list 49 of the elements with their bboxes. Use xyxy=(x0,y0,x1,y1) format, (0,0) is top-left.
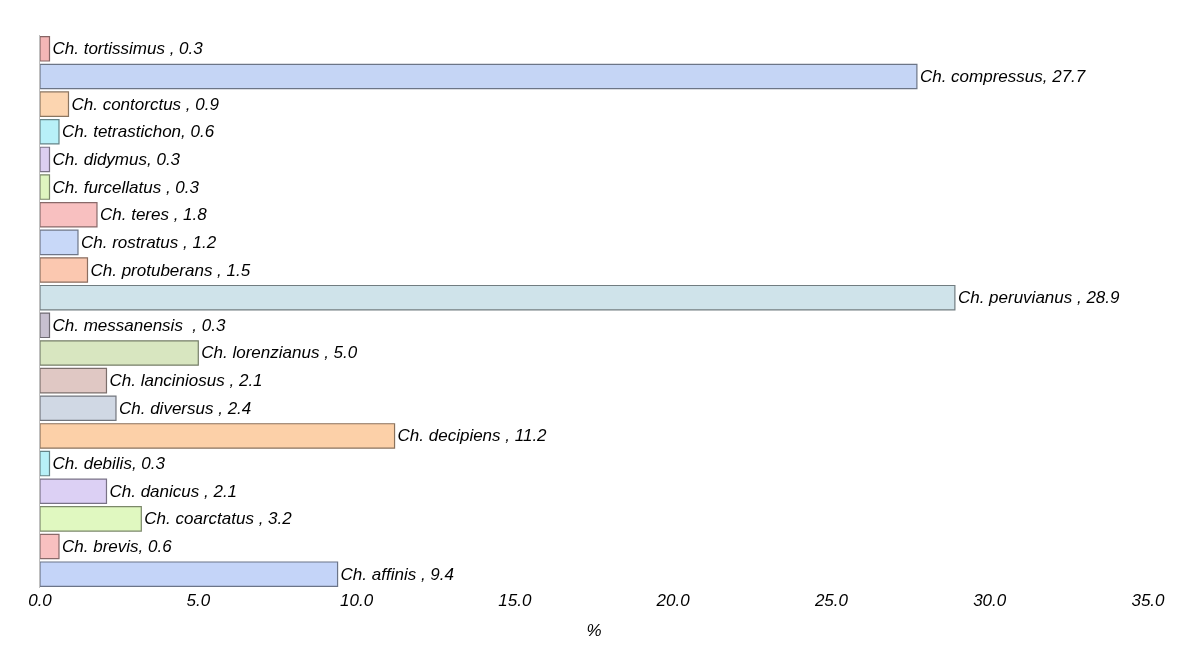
x-tick-label: 35.0 xyxy=(1131,591,1166,610)
data-label: Ch. contorctus , 0.9 xyxy=(71,94,220,114)
bar xyxy=(40,395,117,422)
x-axis-title: % xyxy=(586,621,602,641)
data-label: Ch. teres , 1.8 xyxy=(99,205,208,225)
data-label: Ch. debilis, 0.3 xyxy=(52,454,166,474)
data-label: Ch. rostratus , 1.2 xyxy=(80,232,217,252)
x-tick-label: 30.0 xyxy=(973,591,1007,610)
bar xyxy=(40,146,51,173)
data-label: Ch. lorenzianus , 5.0 xyxy=(201,343,358,363)
x-tick-label: 5.0 xyxy=(186,591,211,610)
bar xyxy=(40,257,89,283)
bar xyxy=(40,340,199,366)
bar xyxy=(40,478,108,504)
data-label: Ch. tortissimus , 0.3 xyxy=(52,39,204,59)
data-label: Ch. didymus, 0.3 xyxy=(52,149,181,169)
data-label: Ch. protuberans , 1.5 xyxy=(90,260,251,280)
bar xyxy=(40,174,51,200)
x-tick-label: 20.0 xyxy=(655,591,691,610)
data-label: Ch. decipiens , 11.2 xyxy=(397,426,548,446)
bar xyxy=(40,201,98,228)
x-tick-label: 10.0 xyxy=(340,591,374,610)
bar xyxy=(40,91,70,117)
data-label: Ch. affinis , 9.4 xyxy=(340,564,454,584)
bar xyxy=(40,36,51,62)
data-label: Ch. coarctatus , 3.2 xyxy=(144,509,293,529)
x-tick-label: 0.0 xyxy=(28,591,53,610)
data-label: Ch. compressus, 27.7 xyxy=(919,66,1086,86)
data-label: Ch. furcellatus , 0.3 xyxy=(52,177,200,197)
data-label: Ch. messanensis , 0.3 xyxy=(52,315,226,335)
data-label: Ch. diversus , 2.4 xyxy=(118,398,252,418)
bar xyxy=(40,63,918,90)
data-label: Ch. danicus , 2.1 xyxy=(109,481,238,501)
bar xyxy=(40,506,142,532)
x-tick-label: 15.0 xyxy=(498,591,532,610)
bar xyxy=(40,367,108,394)
bar xyxy=(40,229,79,256)
bar xyxy=(40,423,396,449)
bar xyxy=(40,284,956,311)
bar xyxy=(40,561,339,587)
x-tick-label: 25.0 xyxy=(813,591,849,610)
bar xyxy=(40,119,60,145)
bar xyxy=(40,312,51,339)
data-label: Ch. lanciniosus , 2.1 xyxy=(109,371,263,391)
data-label: Ch. tetrastichon, 0.6 xyxy=(61,122,215,142)
bar xyxy=(40,533,60,560)
bar xyxy=(40,450,51,477)
data-label: Ch. brevis, 0.6 xyxy=(61,537,173,557)
data-label: Ch. peruvianus , 28.9 xyxy=(957,288,1121,308)
